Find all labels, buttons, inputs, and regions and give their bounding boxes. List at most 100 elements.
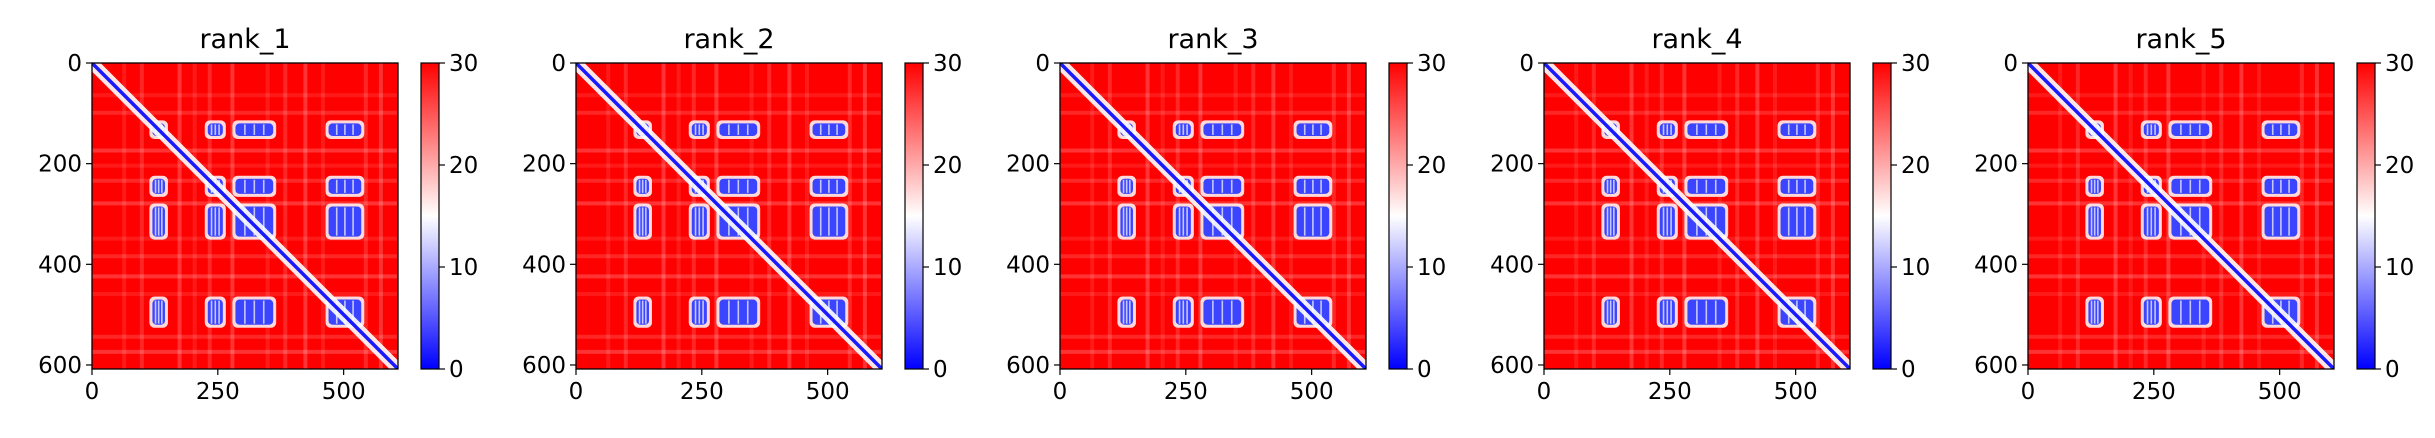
colorbar-tick-label: 20: [449, 153, 478, 179]
heatmap-block-stripe: [828, 179, 830, 193]
colorbar-tick-label: 20: [933, 153, 962, 179]
heatmap-block-stripe: [1705, 300, 1708, 324]
heatmap-block-stripe: [2288, 124, 2290, 135]
x-tick-label: 500: [1774, 379, 1818, 405]
heatmap-streak-row: [576, 254, 882, 259]
heatmap-block-stripe: [2180, 124, 2182, 135]
y-tick-label: 200: [1490, 152, 1534, 178]
heatmap-panel-2: 0 250 500 0 200 400 600 rank_2 0 10 20 30: [522, 24, 962, 405]
heatmap-streak-col: [2256, 63, 2261, 369]
x-tick-label: 250: [2132, 379, 2176, 405]
heatmap-block-stripe: [1230, 207, 1233, 236]
heatmap-block-stripe: [1221, 124, 1224, 135]
heatmap-streak-row: [576, 110, 882, 115]
heatmap-streak-row: [1060, 201, 1366, 206]
colorbar-gradient: [421, 63, 439, 369]
heatmap-block-stripe: [728, 179, 730, 193]
heatmap-block-stripe: [1613, 179, 1615, 193]
heatmap-block-stripe: [1320, 124, 1322, 135]
heatmap-block-stripe: [1303, 124, 1306, 135]
heatmap-block-stripe: [1186, 207, 1188, 236]
heatmap-block-stripe: [352, 124, 354, 135]
heatmap-streak-row: [1544, 163, 1850, 168]
heatmap-block-stripe: [2090, 207, 2093, 236]
heatmap-image: [2028, 63, 2334, 369]
heatmap-block-stripe: [2090, 300, 2093, 324]
y-tick-label: 400: [1490, 252, 1534, 278]
heatmap-streak-col: [363, 63, 368, 369]
heatmap-streak-col: [2299, 63, 2304, 369]
heatmap-block-stripe: [253, 124, 256, 135]
heatmap-block-stripe: [1178, 124, 1181, 135]
heatmap-streak-col: [177, 63, 182, 369]
heatmap-streak-row: [92, 274, 398, 279]
heatmap-streak-row: [2028, 334, 2334, 339]
heatmap-block-stripe: [746, 300, 749, 324]
heatmap-block-stripe: [638, 179, 641, 193]
heatmap-block-stripe: [746, 124, 749, 135]
heatmap-block-stripe: [1125, 300, 1128, 324]
heatmap-block-stripe: [2146, 300, 2149, 324]
heatmap-block-stripe: [2180, 300, 2182, 324]
heatmap-block-stripe: [702, 207, 704, 236]
heatmap-block-stripe: [1312, 124, 1314, 135]
heatmap-block-stripe: [1609, 207, 1612, 236]
heatmap-streak-col: [1090, 63, 1095, 369]
heatmap-block-stripe: [2097, 300, 2099, 324]
y-tick-label: 0: [2003, 51, 2018, 77]
heatmap-block-stripe: [2150, 300, 2153, 324]
heatmap-block-stripe: [737, 300, 740, 324]
heatmap-block-stripe: [698, 300, 701, 324]
colorbar-tick-label: 0: [933, 357, 948, 383]
heatmap-block-stripe: [244, 124, 246, 135]
heatmap-block-stripe: [737, 179, 740, 193]
heatmap-block-stripe: [2280, 207, 2282, 236]
y-tick-label: 400: [1974, 252, 2018, 278]
colorbar: 0 10 20 30: [904, 51, 962, 383]
heatmap-streak-row: [1060, 163, 1366, 168]
heatmap-block-stripe: [2090, 179, 2093, 193]
heatmap-streak-row: [576, 334, 882, 339]
heatmap-block-stripe: [262, 207, 265, 236]
colorbar-frame: [420, 62, 440, 370]
heatmap-block-stripe: [352, 179, 354, 193]
heatmap-streak-col: [1288, 63, 1293, 369]
colorbar-gradient: [1389, 63, 1407, 369]
heatmap-block-stripe: [1670, 124, 1672, 135]
heatmap-streak-col: [2113, 63, 2118, 369]
heatmap-block-stripe: [1714, 207, 1717, 236]
heatmap-streak-col: [1644, 63, 1649, 369]
x-tick-label: 0: [85, 379, 100, 405]
heatmap-block-stripe: [2189, 300, 2192, 324]
heatmap-block-stripe: [1696, 179, 1698, 193]
diagonal-band: [92, 63, 398, 369]
colorbar-tick-label: 30: [449, 51, 478, 77]
heatmap-block-stripe: [746, 207, 749, 236]
heatmap-streak-col: [787, 63, 792, 369]
heatmap-streak-row: [2028, 93, 2334, 98]
heatmap-streak-col: [320, 63, 325, 369]
heatmap-streak-row: [2028, 110, 2334, 115]
heatmap-streak-row: [1544, 254, 1850, 259]
heatmap-streak-row: [2028, 274, 2334, 279]
heatmap-block-stripe: [1662, 207, 1665, 236]
heatmap-streak-col: [122, 63, 127, 369]
heatmap-block-stripe: [1714, 300, 1717, 324]
heatmap-block-stripe: [2288, 207, 2290, 236]
y-tick-label: 400: [522, 252, 566, 278]
heatmap-block-stripe: [641, 207, 644, 236]
heatmap-block-stripe: [1696, 124, 1698, 135]
y-tick-label: 0: [551, 51, 566, 77]
colorbar-tick-label: 0: [449, 357, 464, 383]
heatmap-block-stripe: [1303, 179, 1306, 193]
heatmap-block-stripe: [161, 300, 163, 324]
heatmap-block-stripe: [1212, 124, 1214, 135]
y-tick-label: 200: [1006, 152, 1050, 178]
colorbar-tick-label: 20: [2385, 153, 2414, 179]
heatmap-block-stripe: [1666, 124, 1669, 135]
heatmap-streak-row: [1544, 274, 1850, 279]
colorbar-gradient: [2357, 63, 2375, 369]
heatmap-block-stripe: [335, 207, 338, 236]
heatmap-block-stripe: [819, 207, 822, 236]
colorbar-frame: [904, 62, 924, 370]
